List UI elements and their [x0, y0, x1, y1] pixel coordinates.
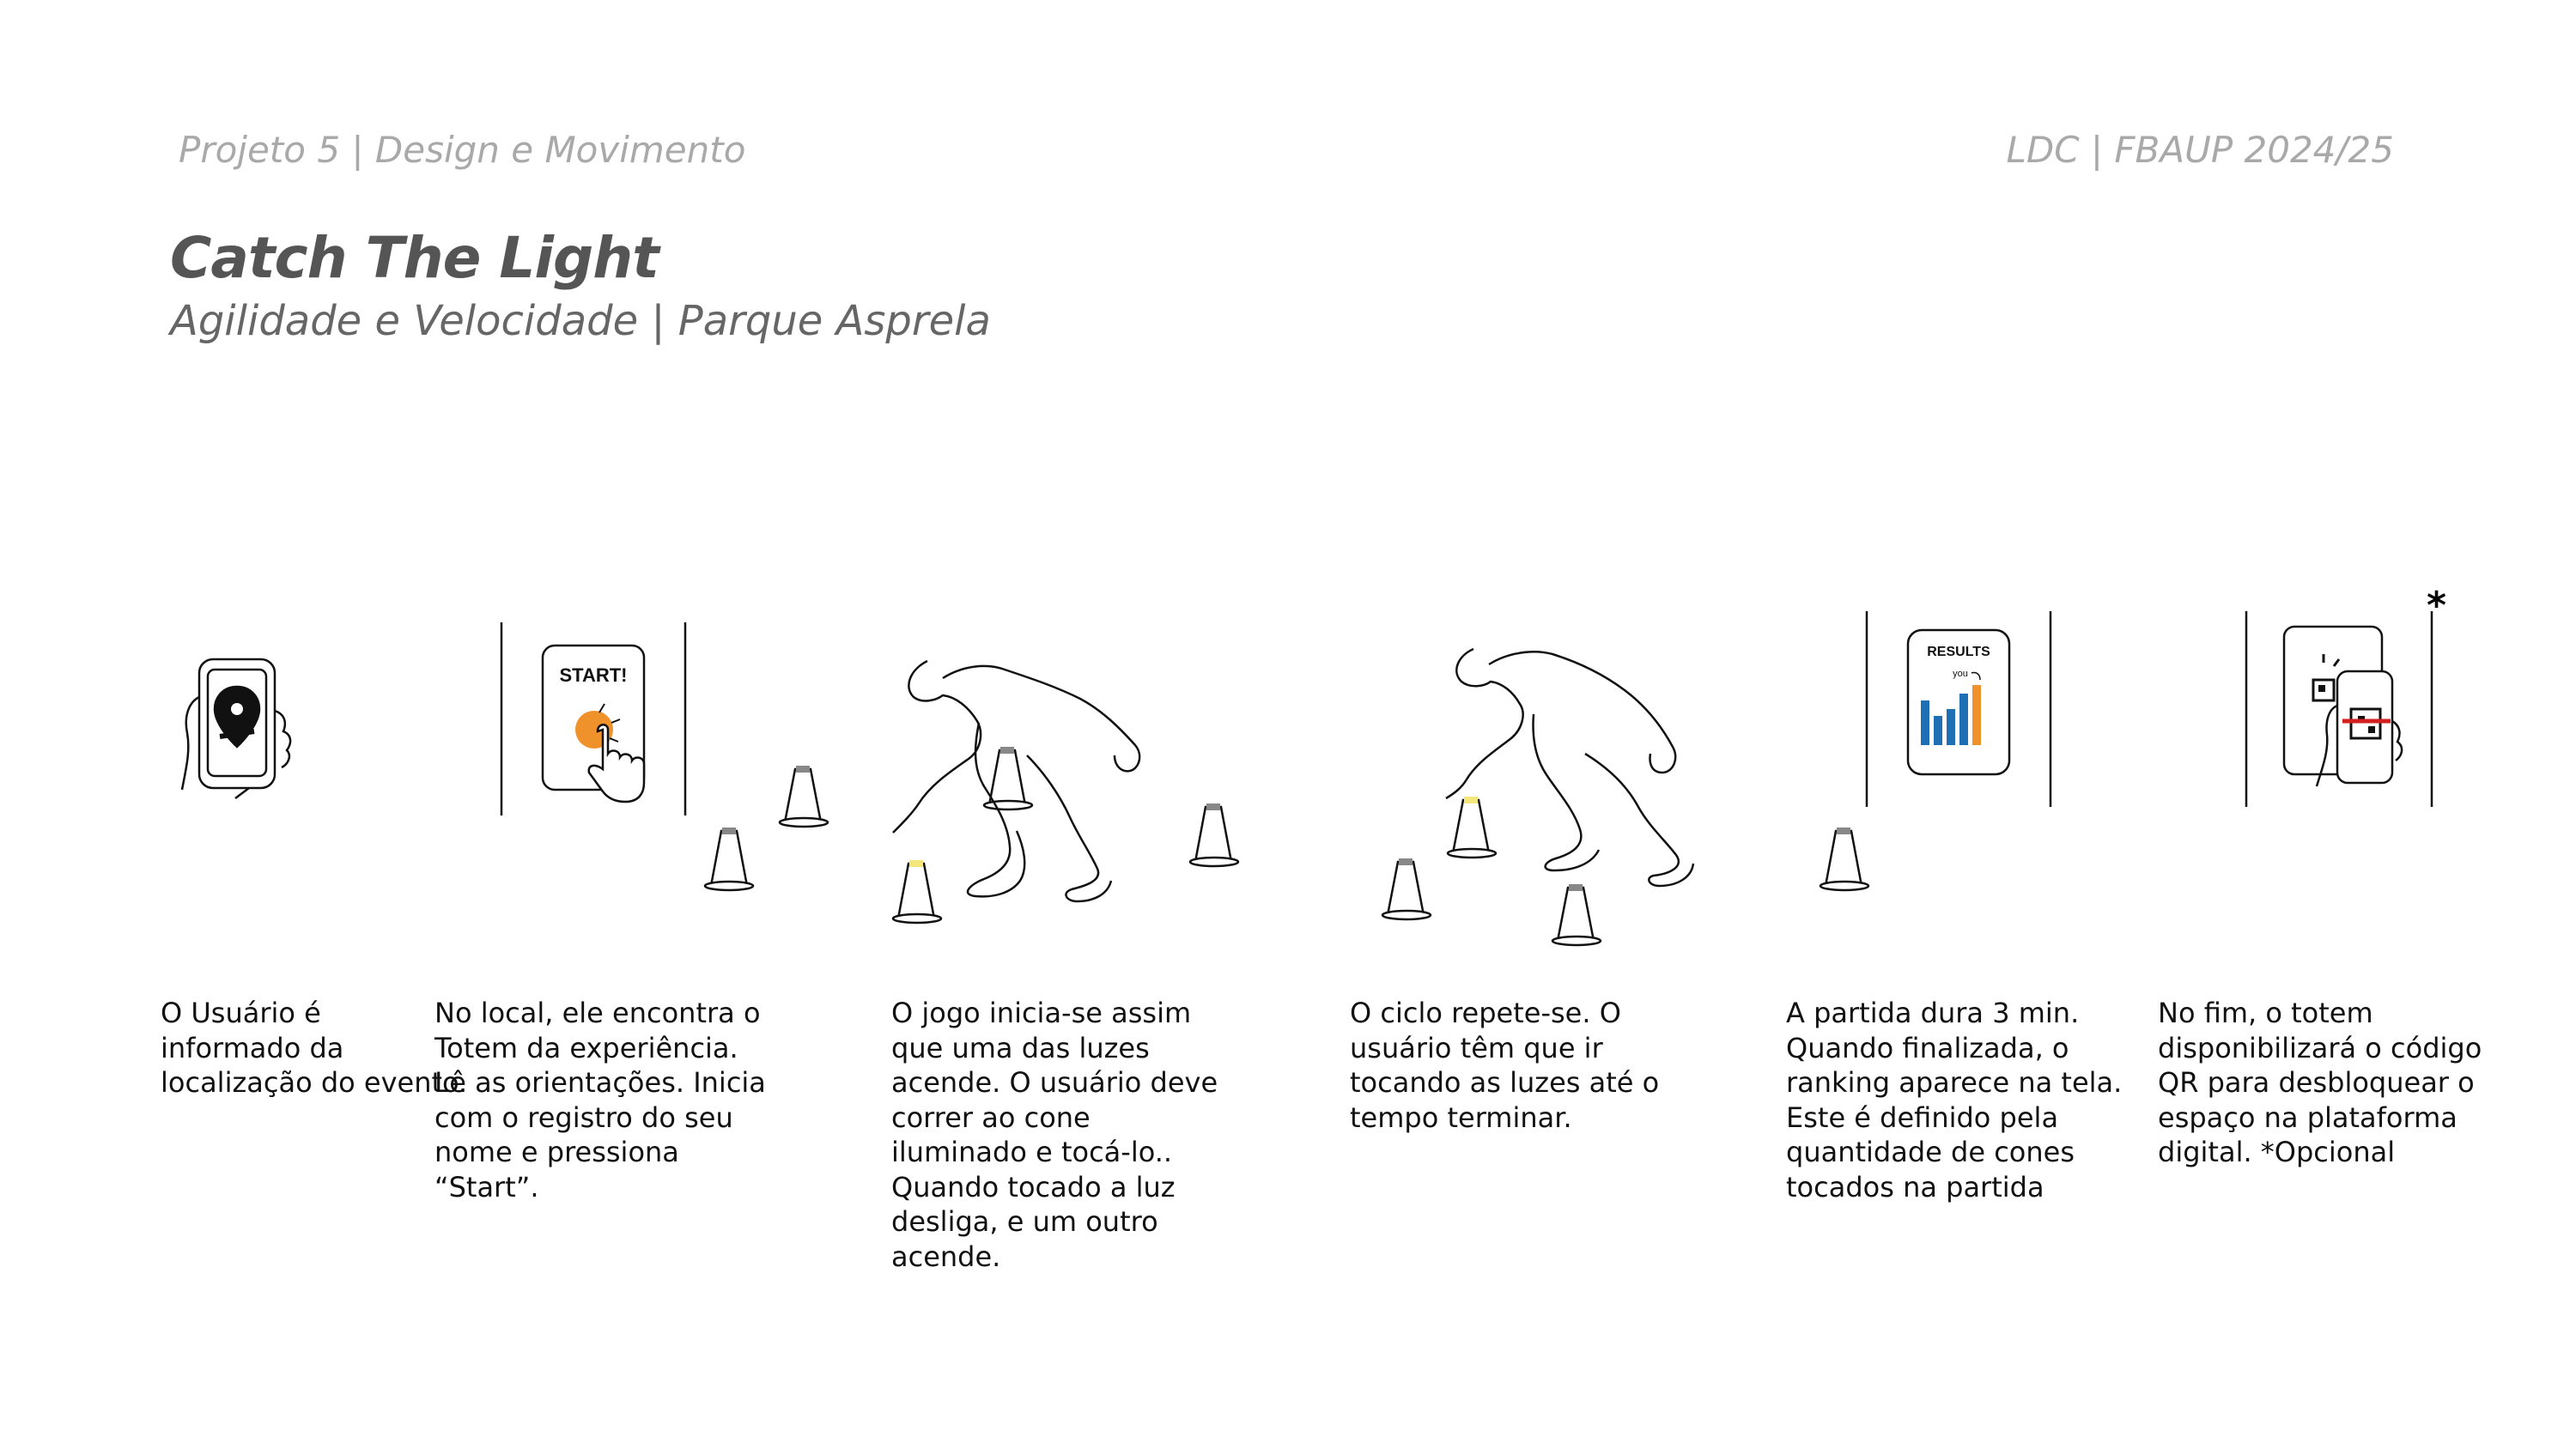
- cone-icon: [1819, 828, 1870, 892]
- optional-asterisk: *: [2427, 584, 2447, 627]
- totem-start-icon: START!: [500, 622, 687, 815]
- totem-qr-icon: [2245, 611, 2433, 807]
- cone-icon: [1381, 858, 1432, 921]
- totem-results-icon: RESULTS you: [1865, 611, 2052, 807]
- totem-start-label: START!: [559, 664, 627, 686]
- step-5-text: A partida dura 3 min. Quando finalizada,…: [1786, 997, 2123, 1203]
- totem-results-you-label: you: [1953, 669, 1968, 679]
- phone-location-icon: [180, 658, 292, 799]
- cone-icon: [1188, 803, 1240, 868]
- step-3-text: O jogo inicia-se assim que uma das luzes…: [891, 997, 1218, 1273]
- cone-icon: [1551, 884, 1602, 947]
- page-title: Catch The Light: [170, 225, 659, 291]
- cone-lit-icon: [1446, 797, 1498, 859]
- totem-results-label: RESULTS: [1927, 645, 1990, 659]
- header-project-label: Projeto 5 | Design e Movimento: [179, 129, 746, 171]
- step-1-text: O Usuário é informado da localização do …: [161, 997, 468, 1099]
- person-reaching-icon: [1445, 647, 1695, 888]
- cone-lit-icon: [891, 860, 943, 925]
- step-2-text: No local, ele encontra o Totem da experi…: [434, 997, 766, 1203]
- header-course-label: LDC | FBAUP 2024/25: [2006, 129, 2394, 171]
- cone-icon: [778, 766, 829, 828]
- cone-icon: [703, 828, 755, 892]
- person-reaching-icon: [892, 659, 1141, 903]
- step-6-text: No fim, o totem disponibilizará o código…: [2158, 997, 2482, 1168]
- step-4-text: O ciclo repete-se. O usuário têm que ir …: [1350, 997, 1660, 1134]
- cone-icon: [982, 747, 1034, 811]
- page-subtitle: Agilidade e Velocidade | Parque Asprela: [170, 297, 991, 345]
